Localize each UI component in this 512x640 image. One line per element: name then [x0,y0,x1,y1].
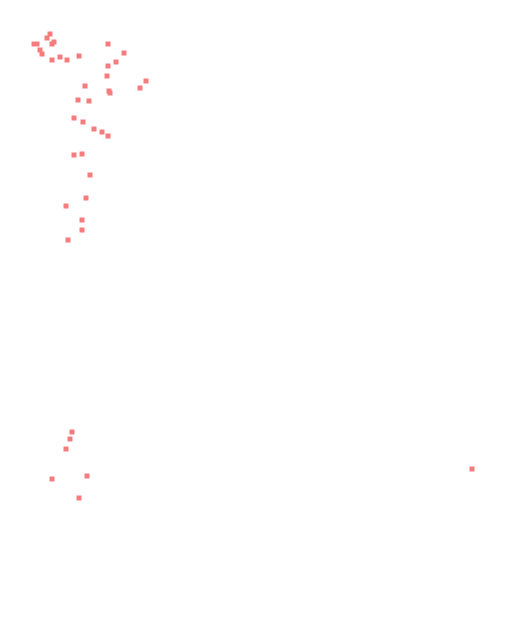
point [86,98,92,104]
point [76,53,82,59]
point [31,41,37,47]
point [469,466,475,472]
point [121,50,127,56]
point [63,446,69,452]
point [75,97,81,103]
point [49,41,55,47]
point [64,57,70,63]
point [82,83,88,89]
point [137,85,143,91]
point [65,237,71,243]
point [71,115,77,121]
point [44,35,50,41]
point [99,129,105,135]
point [49,476,55,482]
point [79,227,85,233]
point [83,195,89,201]
point [57,54,63,60]
point [87,172,93,178]
point [69,429,75,435]
point [67,436,73,442]
point [47,31,53,37]
point [37,47,43,53]
point [113,59,119,65]
point [79,217,85,223]
point [71,152,77,158]
point [104,73,110,79]
point [105,133,111,139]
point [76,495,82,501]
point [79,151,85,157]
point [63,203,69,209]
point [105,41,111,47]
point [84,473,90,479]
point [105,63,111,69]
point [91,126,97,132]
point [39,51,45,57]
point [34,41,40,47]
point [143,78,149,84]
point [49,57,55,63]
point [80,119,86,125]
point [107,90,113,96]
